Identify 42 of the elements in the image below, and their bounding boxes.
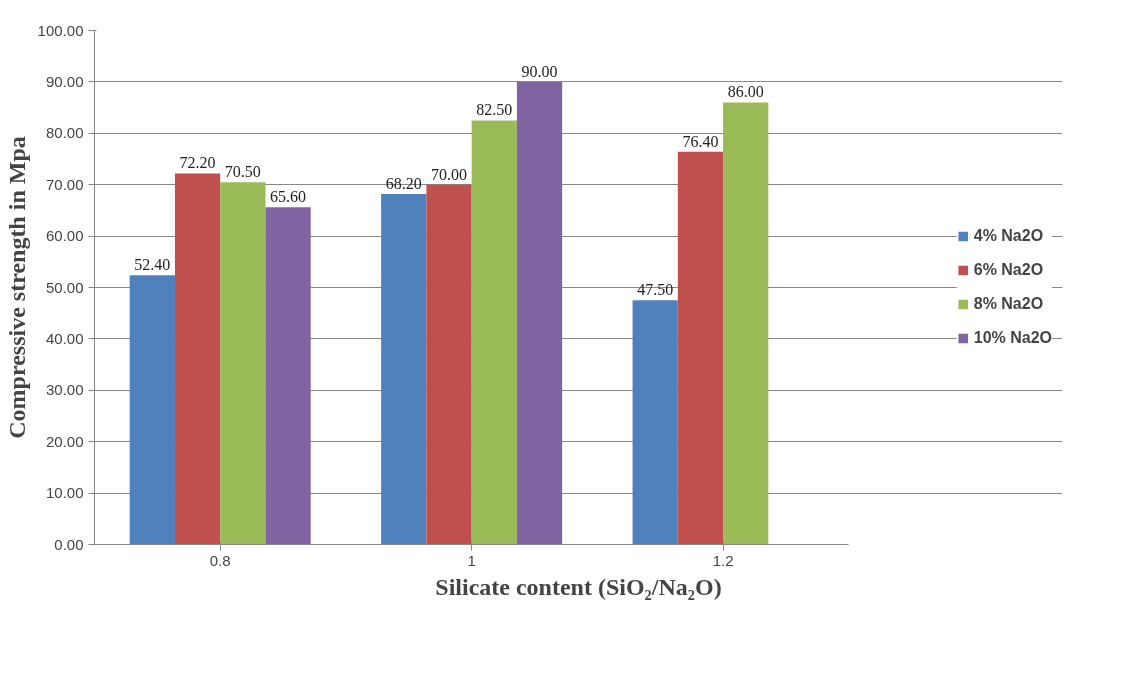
y-tick-label: 50.00: [45, 278, 84, 296]
bar: [174, 173, 221, 545]
x-tick-label: 1.2: [712, 551, 734, 569]
data-label: 47.50: [637, 281, 674, 299]
data-label: 90.00: [521, 62, 558, 80]
data-label: 82.50: [476, 101, 513, 119]
x-axis-title: Silicate content (SiO₂/Na₂O): [435, 573, 722, 600]
y-tick-label: 30.00: [45, 381, 84, 399]
y-tick-label: 90.00: [45, 72, 84, 90]
bar: [723, 102, 769, 545]
bar: [265, 207, 311, 545]
data-label: 86.00: [727, 83, 764, 101]
y-axis-title: Compressive strength in Mpa: [3, 136, 30, 439]
data-label: 52.40: [134, 256, 171, 274]
y-tick-label: 70.00: [45, 175, 84, 193]
x-tick-label: 1: [467, 551, 476, 569]
bar: [381, 193, 427, 545]
bar: [677, 151, 724, 545]
bar: [471, 120, 517, 545]
data-label: 65.60: [270, 188, 307, 206]
data-label: 70.50: [224, 163, 261, 181]
bar: [426, 184, 472, 545]
data-label: 70.00: [431, 165, 468, 183]
legend-label: 8% Na2O: [973, 295, 1044, 313]
bar: [129, 275, 175, 545]
legend-label: 6% Na2O: [973, 261, 1044, 279]
data-label: 68.20: [385, 174, 422, 192]
y-tick-label: 0.00: [54, 535, 84, 553]
data-label: 72.20: [179, 154, 216, 172]
x-tick-label: 0.8: [209, 551, 231, 569]
bar: [516, 81, 563, 545]
legend-label: 10% Na2O: [973, 329, 1052, 347]
y-tick-label: 80.00: [45, 124, 84, 142]
y-tick-label: 60.00: [45, 227, 84, 245]
y-tick-label: 100.00: [37, 21, 84, 39]
legend-label: 4% Na2O: [973, 227, 1044, 245]
y-tick-label: 10.00: [45, 484, 84, 502]
y-tick-label: 40.00: [45, 329, 84, 347]
bar: [220, 182, 266, 545]
y-tick-label: 20.00: [45, 432, 84, 450]
bar: [632, 300, 678, 545]
data-label: 76.40: [682, 132, 719, 150]
